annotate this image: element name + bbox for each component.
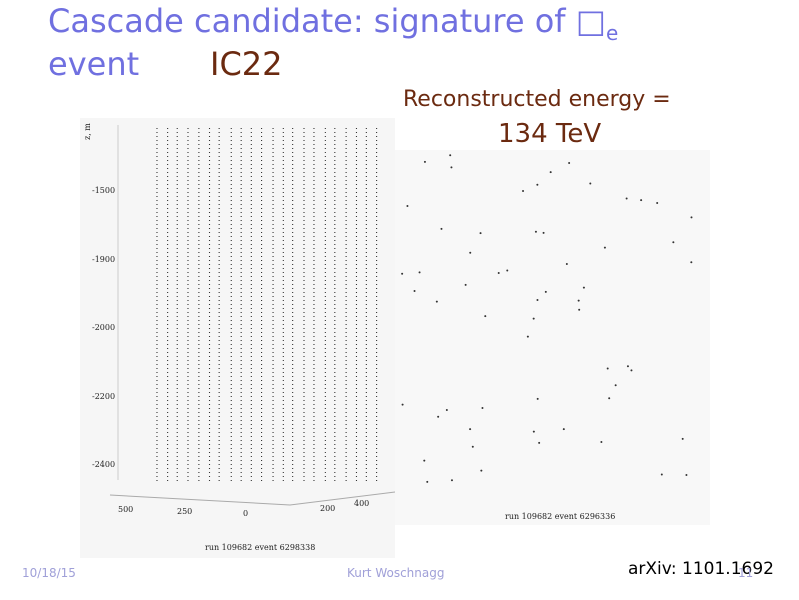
y-tick-label: -2200 [92,392,115,401]
sensor-dot [401,403,404,406]
page-number: 11 [738,566,753,580]
title-line1: Cascade candidate: signature of □e [48,2,618,45]
sensor-dot [681,437,684,440]
x-tick-label: 250 [177,507,192,516]
sensor-dot [614,384,617,387]
sensor-dot [603,246,606,249]
sensor-dot [480,469,483,472]
sensor-dot [484,315,487,318]
sensor-dot [542,231,545,234]
side-view-image [80,118,396,558]
sensor-dot [406,204,409,207]
sensor-dot [469,428,472,431]
reference: arXiv: 1101.1692 [628,559,774,579]
sensor-dot [690,261,693,264]
caption: run 109682 event 6298338 [205,543,315,552]
sensor-dot [577,299,580,302]
sensor-dot [685,474,688,477]
title-line2: event [48,45,139,83]
sensor-dot [660,473,663,476]
sensor-dot [506,269,509,272]
sensor-dot [497,271,500,274]
sensor-dot [536,183,539,186]
sensor-dot [423,459,426,462]
sensor-dot [565,263,568,266]
energy-label: Reconstructed energy = [403,87,671,112]
sensor-dot [445,409,448,412]
sensor-dot [437,415,440,418]
image-bg [395,150,710,525]
sensor-dot [562,428,565,431]
sensor-dot [479,232,482,235]
sensor-dot [589,182,592,185]
sensor-dot [600,440,603,443]
y-tick-label: -1500 [92,186,115,195]
energy-value: 134 TeV [498,119,601,149]
sensor-dot [656,202,659,205]
sensor-dot [640,199,643,202]
sensor-dot [582,286,585,289]
sensor-dot [538,441,541,444]
sensor-dot [536,397,539,400]
axis-label: z, m [83,123,92,140]
sensor-dot [471,445,474,448]
sensor-dot [534,230,537,233]
sensor-dot [630,369,633,372]
sensor-dot [578,308,581,311]
sensor-dot [449,154,452,157]
sensor-dot [672,241,675,244]
sensor-dot [606,367,609,370]
image-bg [80,118,395,558]
sensor-dot [413,290,416,293]
sensor-dot [450,166,453,169]
sensor-dot [435,300,438,303]
sensor-dot [423,160,426,163]
sensor-dot [481,406,484,409]
sensor-dot [464,283,467,286]
sensor-dot [568,161,571,164]
caption: run 109682 event 6296336 [505,512,615,521]
sensor-dot [440,227,443,230]
sensor-dot [532,317,535,320]
y-tick-label: -2400 [92,460,115,469]
axis-frame [109,491,396,506]
y-tick-label: -2000 [92,323,115,332]
y-tick-label: -1900 [92,255,115,264]
sensor-dot [544,290,547,293]
sensor-dot [522,189,525,192]
detector-label: IC22 [210,45,283,83]
sensor-dot [418,271,421,274]
sensor-dot [625,197,628,200]
title-text: Cascade candidate: signature of □ [48,2,606,40]
x-tick-label: 400 [354,499,369,508]
sensor-dot [450,479,453,482]
x-tick-label: 200 [320,504,335,513]
sensor-dot [526,335,529,338]
sensor-dot [536,298,539,301]
sensor-dot [469,251,472,254]
sensor-dot [532,430,535,433]
author: Kurt Woschnagg [347,566,444,580]
x-tick-label: 500 [118,505,133,514]
sensor-dot [549,171,552,174]
date: 10/18/15 [22,566,76,580]
sensor-dot [626,365,629,368]
sensor-dot [608,397,611,400]
sensor-dot [401,272,404,275]
top-view-image [395,150,710,525]
x-tick-label: 0 [243,509,248,518]
sensor-dot [426,480,429,483]
sensor-dot [690,216,693,219]
title-subscript: e [606,21,618,45]
